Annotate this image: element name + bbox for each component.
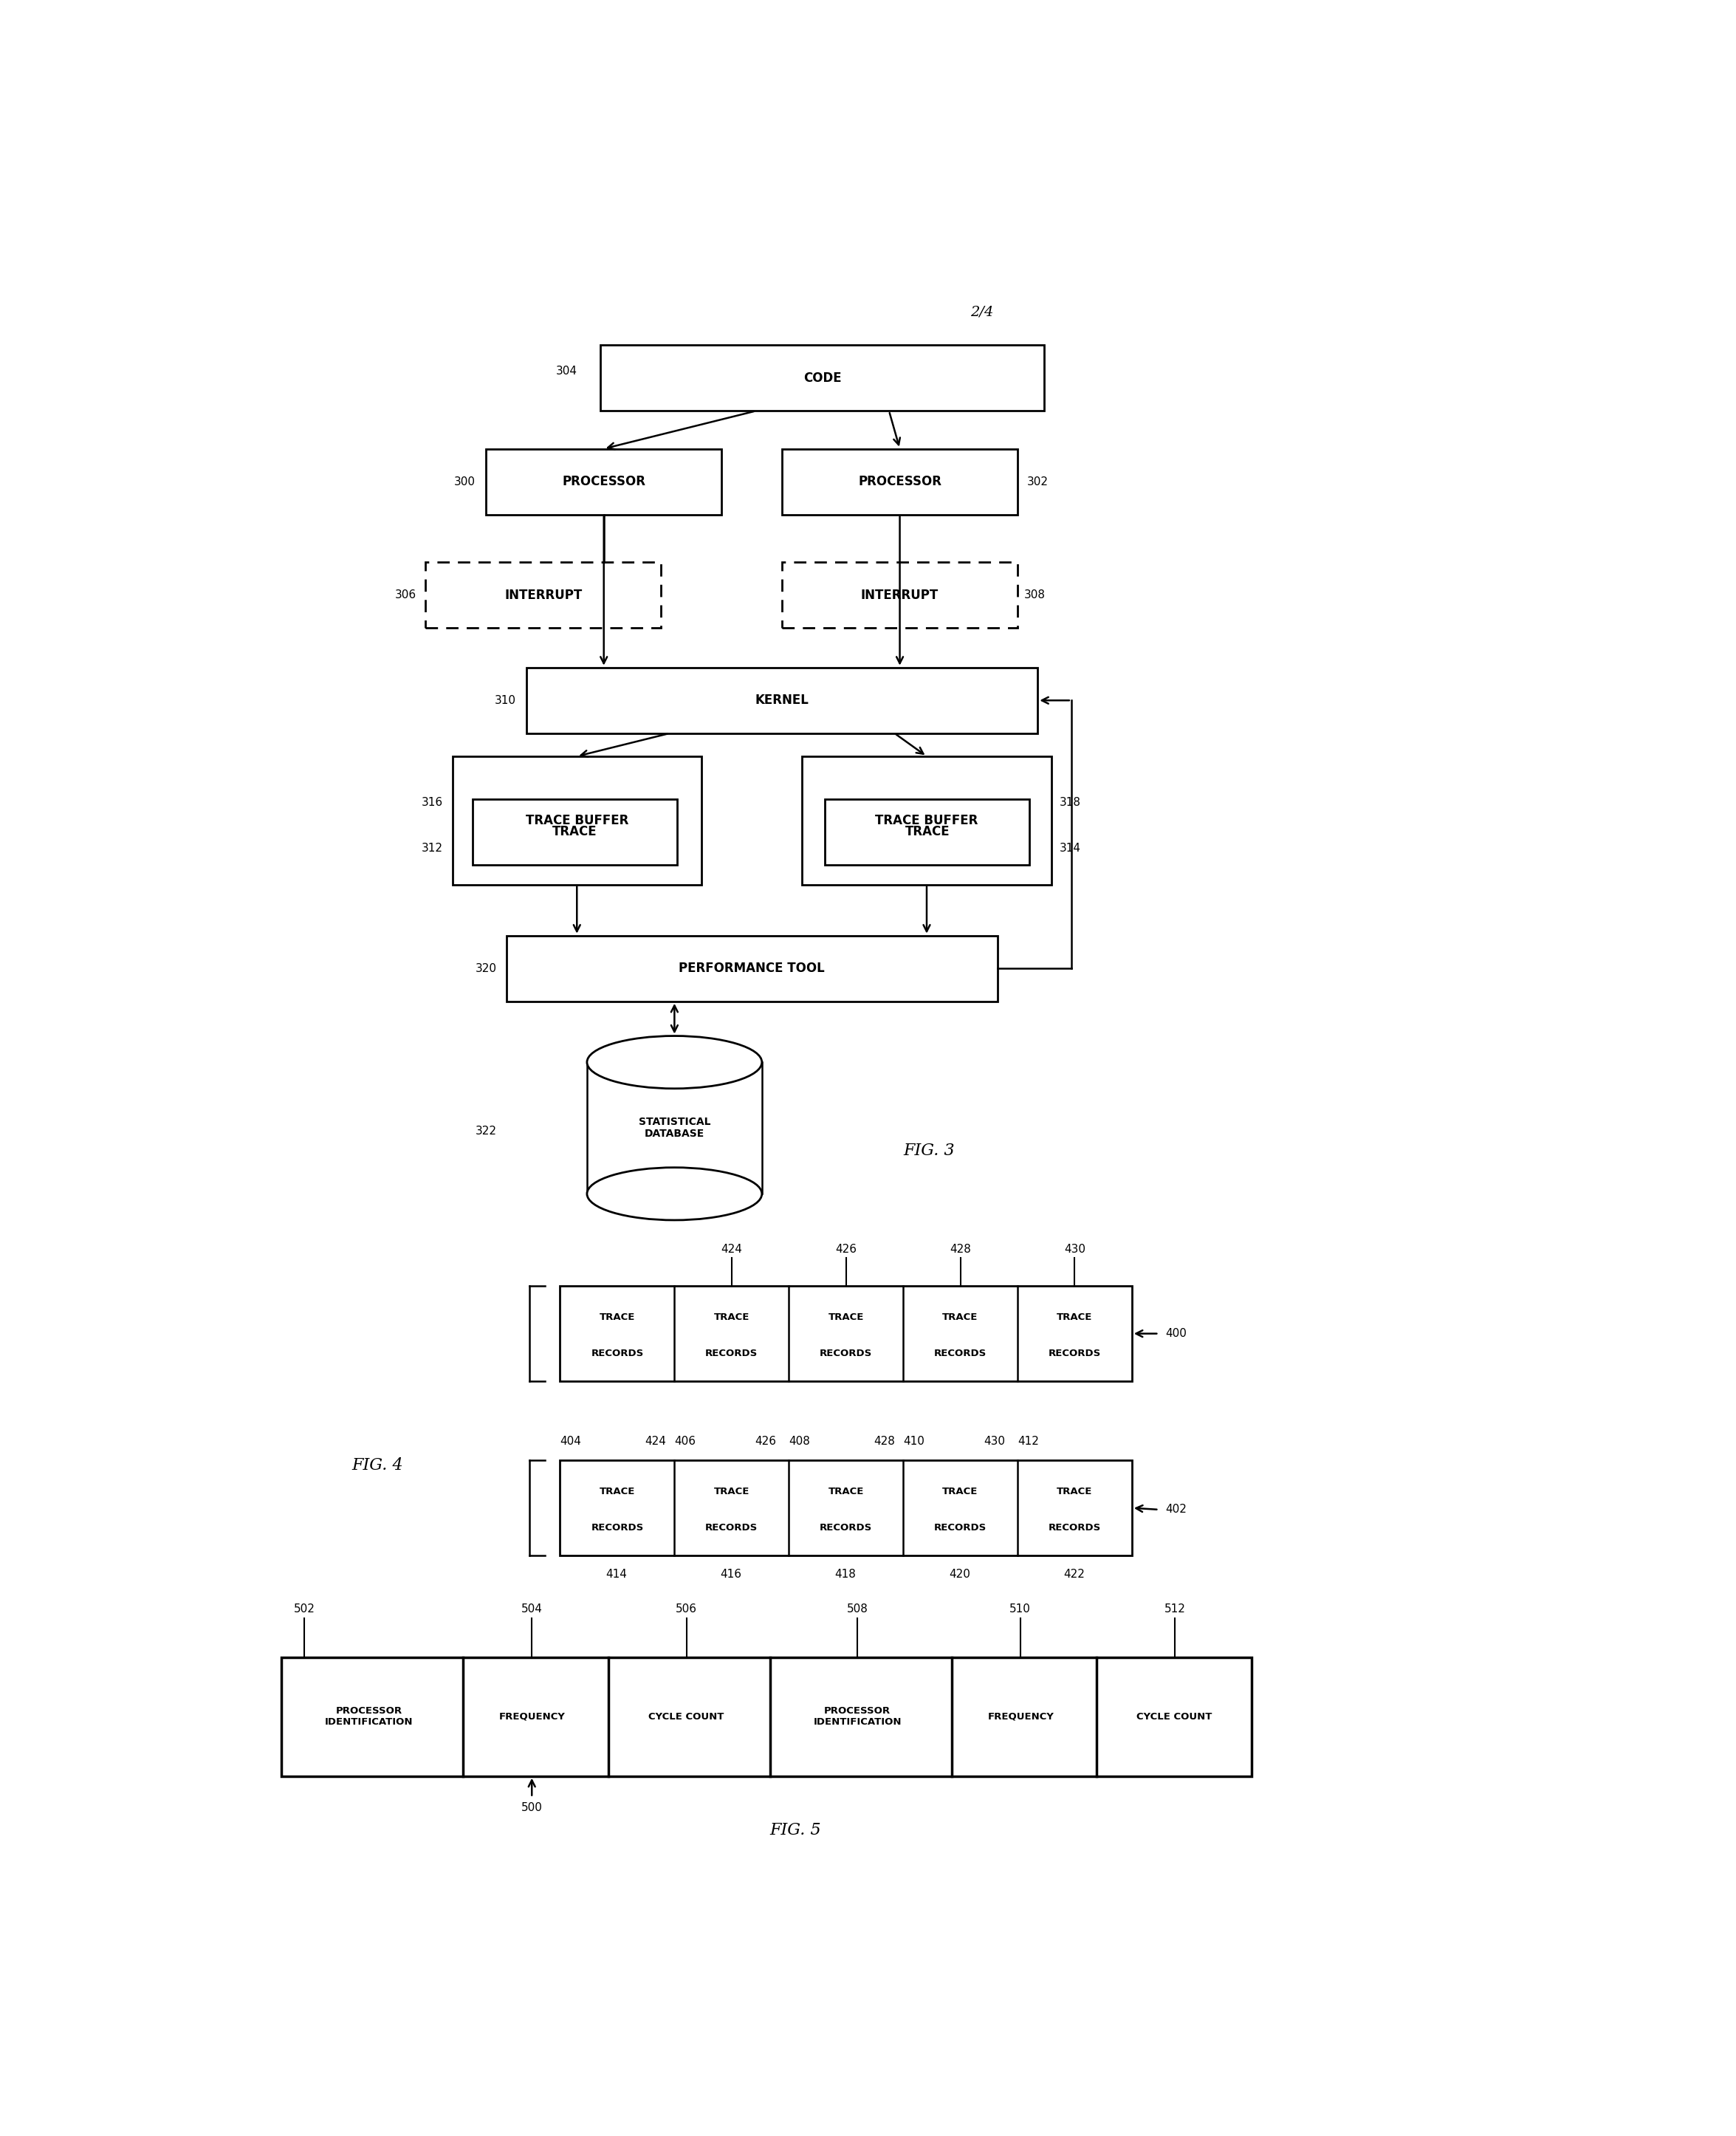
Bar <box>453 756 701 884</box>
Text: 408: 408 <box>788 1435 811 1446</box>
Text: CYCLE COUNT: CYCLE COUNT <box>1137 1713 1212 1722</box>
Text: RECORDS: RECORDS <box>590 1523 644 1532</box>
Text: TRACE: TRACE <box>828 1487 865 1497</box>
Text: 320: 320 <box>476 963 496 974</box>
Text: 414: 414 <box>606 1568 627 1581</box>
Text: RECORDS: RECORDS <box>934 1523 986 1532</box>
Text: 402: 402 <box>1165 1504 1187 1514</box>
Text: 312: 312 <box>422 844 443 854</box>
Bar <box>601 346 1045 410</box>
Text: TRACE: TRACE <box>552 824 597 839</box>
Text: 406: 406 <box>674 1435 696 1446</box>
Text: 422: 422 <box>1064 1568 1085 1581</box>
Text: 430: 430 <box>1064 1243 1085 1254</box>
Text: TRACE: TRACE <box>1057 1312 1092 1322</box>
Text: RECORDS: RECORDS <box>1049 1523 1101 1532</box>
Text: 2/4: 2/4 <box>970 305 993 318</box>
Text: 418: 418 <box>835 1568 856 1581</box>
Bar <box>561 1461 1132 1555</box>
Text: 424: 424 <box>644 1435 667 1446</box>
Text: TRACE: TRACE <box>943 1312 977 1322</box>
Text: 416: 416 <box>720 1568 741 1581</box>
Text: TRACE: TRACE <box>828 1312 865 1322</box>
Text: 322: 322 <box>476 1126 496 1136</box>
Text: FIG. 5: FIG. 5 <box>769 1822 821 1839</box>
Bar <box>472 799 677 865</box>
Text: RECORDS: RECORDS <box>819 1348 871 1358</box>
Text: 430: 430 <box>984 1435 1005 1446</box>
Text: 420: 420 <box>950 1568 970 1581</box>
Text: TRACE: TRACE <box>599 1487 635 1497</box>
Text: 306: 306 <box>394 590 417 600</box>
Text: 316: 316 <box>422 797 443 807</box>
Text: RECORDS: RECORDS <box>590 1348 644 1358</box>
Text: 304: 304 <box>556 365 578 376</box>
Text: 310: 310 <box>495 694 516 705</box>
Bar <box>507 936 996 1002</box>
Text: 510: 510 <box>1010 1604 1031 1615</box>
Text: 318: 318 <box>1059 797 1080 807</box>
Text: TRACE: TRACE <box>943 1487 977 1497</box>
Ellipse shape <box>587 1168 762 1220</box>
Text: 502: 502 <box>293 1604 316 1615</box>
Text: TRACE: TRACE <box>1057 1487 1092 1497</box>
Text: 308: 308 <box>1024 590 1045 600</box>
Text: 410: 410 <box>903 1435 925 1446</box>
Text: TRACE: TRACE <box>713 1487 750 1497</box>
Text: 426: 426 <box>755 1435 776 1446</box>
Text: KERNEL: KERNEL <box>755 694 809 707</box>
Text: 302: 302 <box>1028 476 1049 487</box>
Bar <box>783 449 1017 515</box>
Text: 504: 504 <box>521 1604 542 1615</box>
Bar <box>425 562 661 628</box>
Text: STATISTICAL
DATABASE: STATISTICAL DATABASE <box>639 1117 710 1138</box>
Text: 314: 314 <box>1059 844 1080 854</box>
Bar <box>561 1286 1132 1382</box>
Bar <box>825 799 1029 865</box>
Text: PROCESSOR
IDENTIFICATION: PROCESSOR IDENTIFICATION <box>325 1707 413 1728</box>
Text: 412: 412 <box>1017 1435 1038 1446</box>
Text: RECORDS: RECORDS <box>705 1523 759 1532</box>
Text: 426: 426 <box>835 1243 856 1254</box>
Bar <box>526 666 1038 733</box>
Text: 300: 300 <box>453 476 476 487</box>
Ellipse shape <box>587 1036 762 1089</box>
Text: RECORDS: RECORDS <box>934 1348 986 1358</box>
Text: 506: 506 <box>675 1604 698 1615</box>
Bar <box>281 1658 1252 1775</box>
Text: CYCLE COUNT: CYCLE COUNT <box>648 1713 724 1722</box>
Bar <box>486 449 722 515</box>
Bar <box>783 562 1017 628</box>
Text: RECORDS: RECORDS <box>705 1348 759 1358</box>
Text: 428: 428 <box>873 1435 894 1446</box>
Text: FIG. 3: FIG. 3 <box>903 1143 955 1160</box>
Text: INTERRUPT: INTERRUPT <box>505 590 582 602</box>
Text: FIG. 4: FIG. 4 <box>351 1457 403 1474</box>
Text: TRACE BUFFER: TRACE BUFFER <box>526 814 628 827</box>
Text: TRACE BUFFER: TRACE BUFFER <box>875 814 977 827</box>
Text: TRACE: TRACE <box>904 824 950 839</box>
Text: 428: 428 <box>950 1243 970 1254</box>
Text: RECORDS: RECORDS <box>819 1523 871 1532</box>
Text: 424: 424 <box>720 1243 743 1254</box>
Text: PROCESSOR
IDENTIFICATION: PROCESSOR IDENTIFICATION <box>812 1707 901 1728</box>
Text: 404: 404 <box>561 1435 582 1446</box>
Text: 400: 400 <box>1165 1329 1187 1339</box>
Text: TRACE: TRACE <box>599 1312 635 1322</box>
Text: TRACE: TRACE <box>713 1312 750 1322</box>
Text: FREQUENCY: FREQUENCY <box>500 1713 566 1722</box>
Text: RECORDS: RECORDS <box>1049 1348 1101 1358</box>
Bar <box>802 756 1052 884</box>
Text: 508: 508 <box>847 1604 868 1615</box>
Text: 512: 512 <box>1165 1604 1186 1615</box>
Text: PROCESSOR: PROCESSOR <box>858 474 941 489</box>
Text: INTERRUPT: INTERRUPT <box>861 590 939 602</box>
Text: PERFORMANCE TOOL: PERFORMANCE TOOL <box>679 961 825 976</box>
Text: 500: 500 <box>521 1803 542 1813</box>
Text: PROCESSOR: PROCESSOR <box>562 474 646 489</box>
Text: CODE: CODE <box>804 372 842 384</box>
Text: FREQUENCY: FREQUENCY <box>988 1713 1054 1722</box>
